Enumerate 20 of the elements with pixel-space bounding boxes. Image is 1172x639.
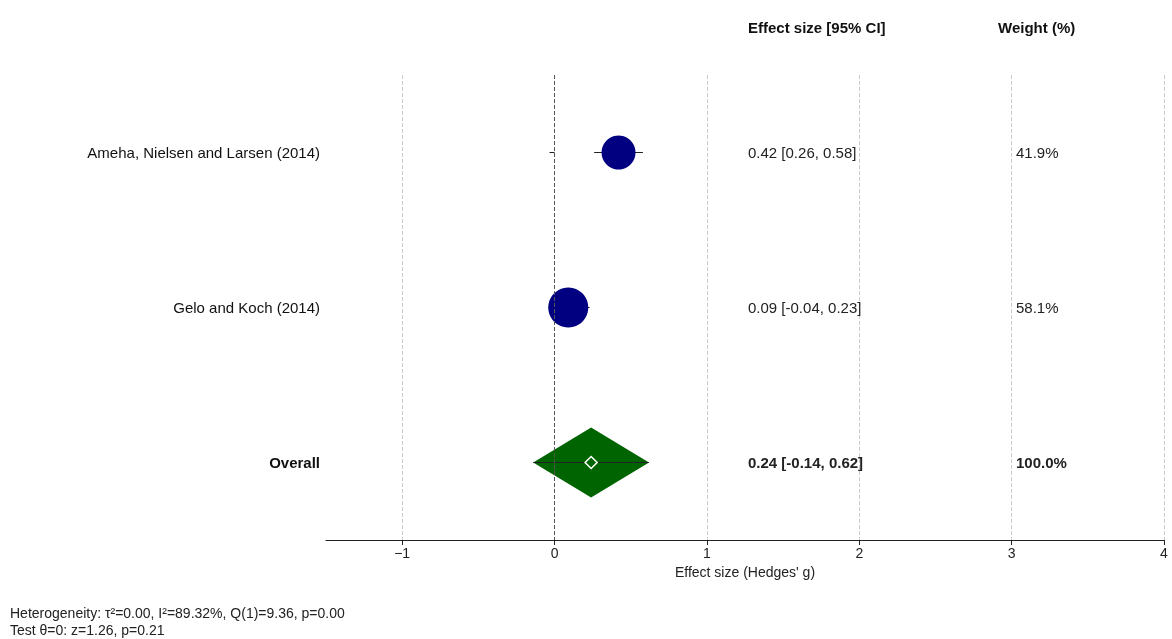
x-tick-label: 1 (703, 545, 712, 561)
annotation: 0.42 [0.26, 0.58] (748, 144, 857, 161)
annotation: 0.09 [-0.04, 0.23] (748, 299, 862, 316)
y-tick-label: Ameha, Nielsen and Larsen (2014) (87, 144, 320, 161)
x-axis-title: Effect size (Hedges' g) (674, 563, 816, 580)
x-tick-label: −1 (394, 545, 411, 561)
x-tick-label: 3 (1007, 545, 1016, 561)
x-tick-label: 4 (1160, 545, 1169, 561)
annotation: 58.1% (1016, 299, 1059, 316)
text: Heterogeneity: τ²=0.00, I²=89.32%, Q(1)=9.36, p=0.00 (10, 605, 345, 621)
x-tick-label: 0 (550, 545, 559, 561)
text: Effect size [95% CI] (748, 18, 886, 36)
x-tick-label: 2 (855, 545, 864, 561)
text: Test θ=0: z=1.26, p=0.21 (10, 622, 165, 638)
annotation: 0.24 [-0.14, 0.62] (748, 454, 864, 471)
text: Weight (%) (998, 18, 1076, 36)
y-tick-label: Overall (269, 454, 320, 471)
annotation: 100.0% (1016, 454, 1067, 471)
annotation: 41.9% (1016, 144, 1059, 161)
y-tick-label: Gelo and Koch (2014) (173, 299, 320, 316)
